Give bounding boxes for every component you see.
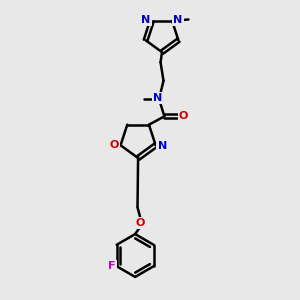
- Text: O: O: [179, 111, 188, 122]
- Text: N: N: [153, 93, 162, 103]
- Text: F: F: [108, 261, 116, 271]
- Text: O: O: [136, 218, 145, 228]
- Text: N: N: [141, 15, 151, 26]
- Text: O: O: [110, 140, 119, 150]
- Text: N: N: [158, 141, 167, 151]
- Text: N: N: [173, 15, 183, 26]
